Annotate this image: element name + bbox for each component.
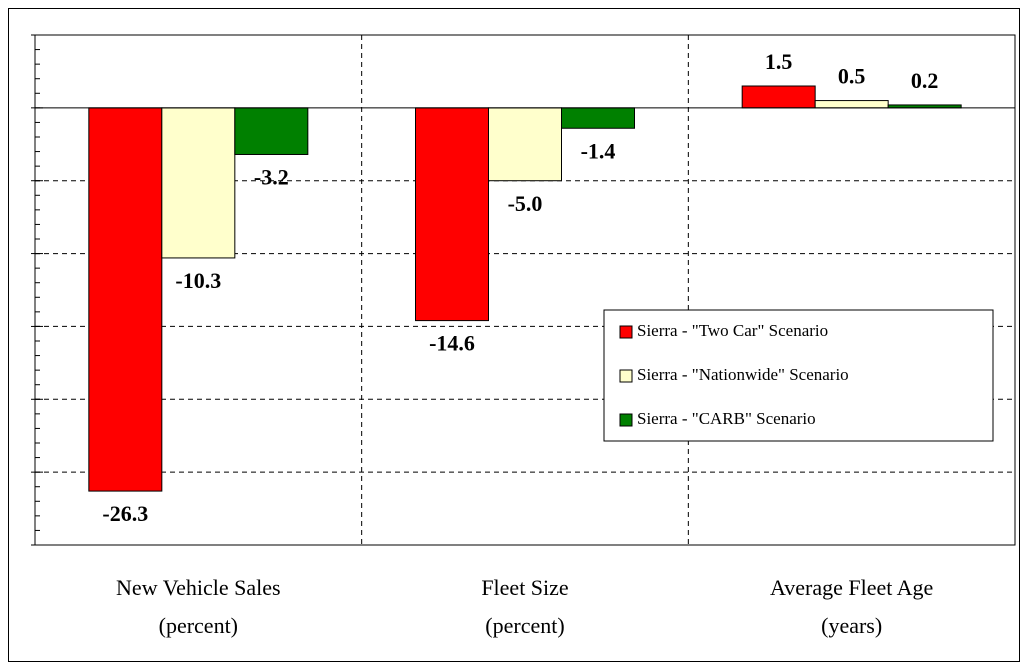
value-label: 0.2: [911, 68, 939, 93]
x-tick-label-line: Fleet Size: [481, 575, 568, 600]
x-tick-label-line: (years): [821, 613, 882, 638]
x-tick-label: Average Fleet Age (years): [770, 575, 933, 638]
bar: [488, 107, 562, 182]
legend-swatch: [619, 413, 633, 427]
bar: [561, 107, 635, 129]
legend-swatch: [619, 325, 633, 339]
x-tick-label: New Vehicle Sales (percent): [116, 575, 281, 638]
value-label: 1.5: [765, 49, 793, 74]
value-label: 0.5: [838, 64, 866, 89]
bar: [814, 100, 889, 109]
legend-box: [603, 309, 994, 442]
x-tick-label-line: (percent): [485, 613, 564, 638]
value-label: -1.4: [581, 138, 616, 163]
x-tick-label-line: Average Fleet Age: [770, 575, 933, 600]
bar: [415, 107, 489, 322]
plot-area: [34, 34, 1016, 546]
x-tick-label-line: New Vehicle Sales: [116, 575, 281, 600]
value-label: -5.0: [508, 191, 543, 216]
bar: [161, 107, 236, 259]
bar: [234, 107, 309, 155]
x-tick-label: Fleet Size (percent): [481, 575, 568, 638]
value-label: -10.3: [175, 268, 221, 293]
legend-label: Sierra - "Two Car" Scenario: [637, 321, 828, 340]
legend-label: Sierra - "Nationwide" Scenario: [637, 365, 849, 384]
bar: [88, 107, 163, 492]
value-label: -26.3: [102, 501, 148, 526]
value-label: -3.2: [254, 165, 289, 190]
x-tick-label-line: (percent): [159, 613, 238, 638]
bar: [741, 85, 816, 109]
value-label: -14.6: [429, 331, 475, 356]
legend-swatch: [619, 369, 633, 383]
legend-label: Sierra - "CARB" Scenario: [637, 409, 816, 428]
